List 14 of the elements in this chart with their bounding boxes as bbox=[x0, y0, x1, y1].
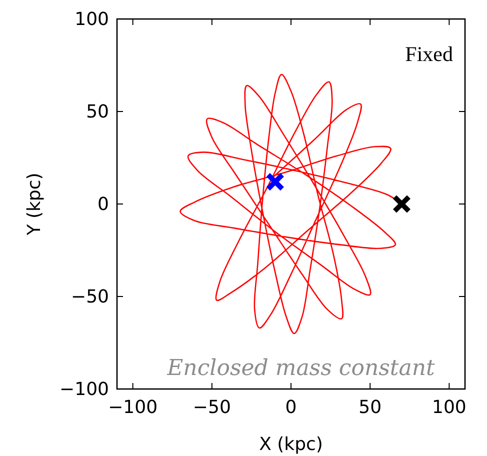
y-tick-label: 100 bbox=[74, 9, 109, 30]
y-tick-label: −50 bbox=[71, 286, 109, 308]
annotation: Fixed bbox=[405, 42, 454, 66]
x-tick-label: 0 bbox=[285, 397, 297, 418]
y-tick-label: 50 bbox=[86, 102, 109, 122]
y-tick-label: 0 bbox=[98, 194, 109, 215]
x-tick-label: 100 bbox=[432, 397, 466, 418]
y-tick-label: −100 bbox=[60, 379, 109, 400]
x-tick-label: −100 bbox=[108, 397, 158, 418]
x-tick-label: 50 bbox=[358, 397, 382, 418]
annotation: Enclosed mass constant bbox=[166, 356, 436, 381]
x-tick-label: −50 bbox=[192, 397, 231, 418]
y-axis-title: Y (kpc) bbox=[24, 172, 45, 236]
x-axis-title: X (kpc) bbox=[259, 434, 323, 455]
